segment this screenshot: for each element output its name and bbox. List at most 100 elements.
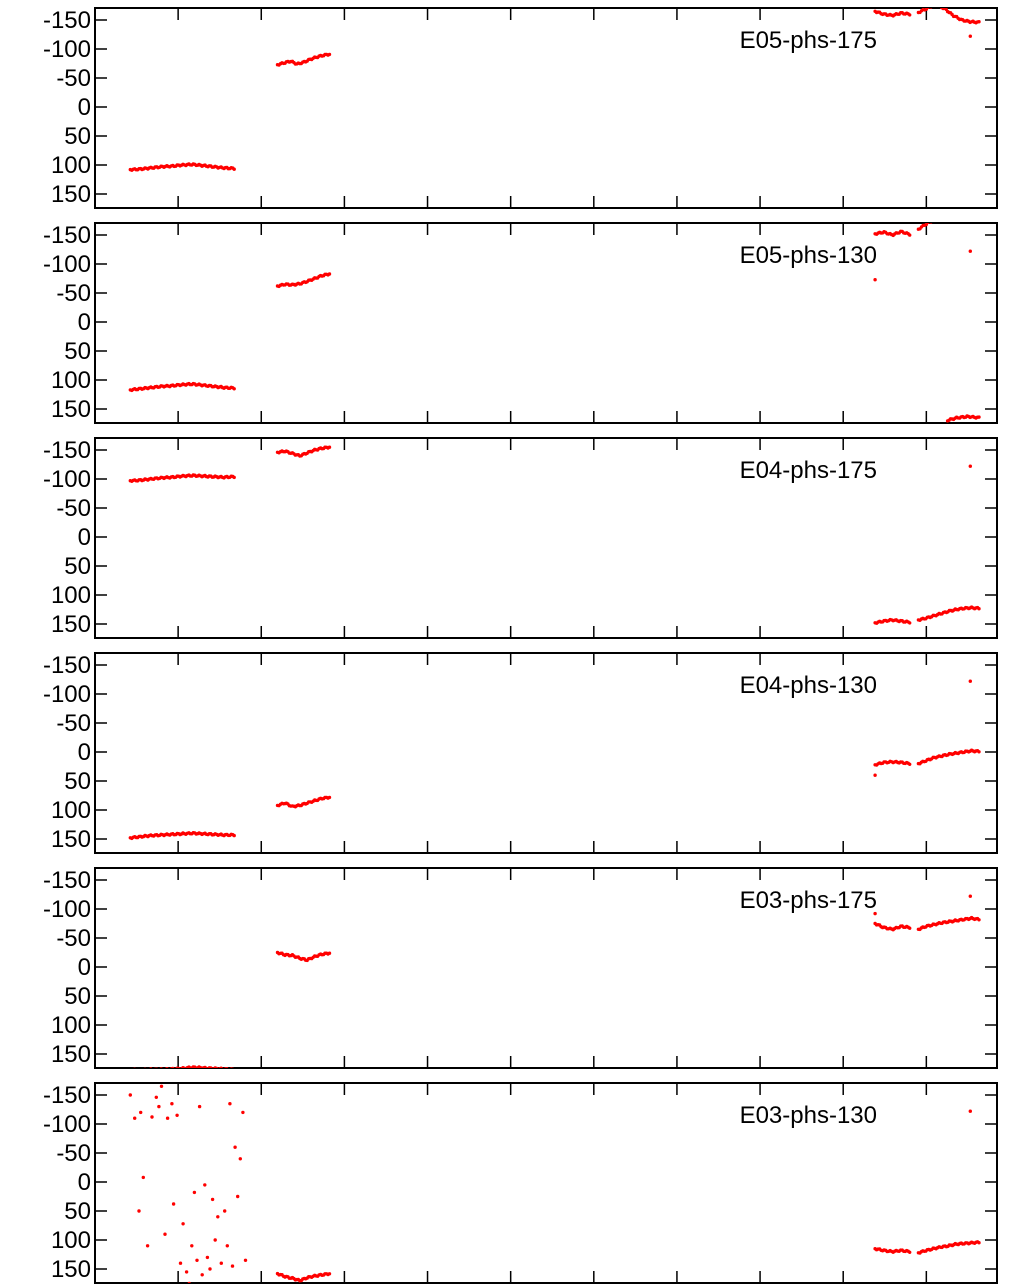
data-point — [327, 951, 332, 955]
data-point — [977, 607, 981, 611]
data-point — [327, 52, 332, 57]
data-point — [162, 1069, 165, 1072]
data-point — [968, 249, 972, 253]
y-tick-label: 150 — [51, 611, 91, 638]
y-tick-label: -150 — [43, 222, 91, 249]
plot-frame — [94, 222, 998, 424]
legend-label: E03-phs-130 — [740, 1102, 877, 1129]
plot-frame — [94, 7, 998, 209]
y-tick-label: -50 — [56, 495, 91, 522]
data-point — [968, 679, 972, 683]
data-point — [977, 1241, 981, 1245]
data-point — [215, 1066, 219, 1068]
data-point — [232, 387, 236, 391]
y-tick-label: -100 — [43, 466, 91, 493]
data-point — [142, 1069, 145, 1072]
data-point — [231, 1067, 234, 1068]
data-point — [176, 1066, 181, 1068]
data-point — [159, 1084, 164, 1089]
y-tick-label: 150 — [51, 1041, 91, 1068]
data-point — [219, 1261, 223, 1265]
data-point — [140, 1069, 143, 1072]
data-point — [161, 1067, 164, 1068]
data-point — [929, 223, 933, 224]
series-points — [128, 1084, 981, 1283]
data-point — [165, 1116, 170, 1120]
data-point — [150, 1115, 154, 1119]
data-point — [232, 167, 236, 171]
data-point — [977, 918, 981, 922]
plot-frame — [94, 867, 998, 1069]
data-point — [908, 926, 912, 930]
data-point — [968, 464, 972, 468]
legend: E03-phs-130 — [740, 1102, 877, 1129]
data-point — [213, 1238, 217, 1242]
data-point — [171, 1066, 175, 1068]
data-point — [128, 1093, 132, 1097]
x-ticks — [177, 868, 928, 1068]
legend-label: E04-phs-130 — [740, 672, 877, 699]
data-point — [932, 217, 935, 220]
data-point — [233, 1145, 237, 1149]
y-tick-label: 100 — [51, 1012, 91, 1039]
x-ticks — [177, 653, 928, 853]
y-tick-label: -50 — [56, 1140, 91, 1167]
y-tick-label: 150 — [51, 826, 91, 853]
y-tick-label: -100 — [43, 251, 91, 278]
data-point — [152, 1069, 155, 1072]
y-tick-label: 150 — [51, 1256, 91, 1283]
legend-label: E04-phs-175 — [740, 457, 877, 484]
data-point — [232, 833, 236, 838]
series-points — [128, 445, 981, 625]
data-point — [873, 773, 877, 777]
data-point — [968, 1109, 972, 1113]
data-point — [197, 1104, 202, 1109]
data-point — [221, 1067, 224, 1068]
data-point — [170, 1102, 174, 1106]
data-point — [155, 1067, 158, 1068]
y-tick-label: -100 — [43, 896, 91, 923]
y-tick-label: -100 — [43, 681, 91, 708]
data-point — [932, 2, 935, 5]
plot-frame — [94, 437, 998, 639]
data-point — [156, 1069, 159, 1072]
y-tick-label: 50 — [64, 123, 91, 150]
y-tick-label: 100 — [51, 582, 91, 609]
data-point — [184, 1270, 189, 1274]
y-tick-label: 50 — [64, 768, 91, 795]
y-tick-label: -100 — [43, 1111, 91, 1138]
x-ticks — [177, 1083, 928, 1283]
data-point — [977, 20, 981, 24]
data-point — [149, 1067, 153, 1068]
data-point — [205, 1255, 210, 1260]
y-tick-label: 0 — [78, 1169, 91, 1196]
series-points — [128, 679, 981, 841]
data-point — [137, 1209, 141, 1213]
data-point — [968, 34, 972, 38]
y-tick-label: 0 — [78, 309, 91, 336]
data-point — [200, 1273, 204, 1277]
data-point — [203, 1183, 207, 1187]
y-tick-label: 0 — [78, 94, 91, 121]
data-point — [178, 1261, 183, 1265]
series-points — [128, 217, 981, 423]
legend: E04-phs-130 — [740, 672, 877, 699]
y-tick-label: 50 — [64, 1198, 91, 1225]
data-point — [243, 1258, 248, 1263]
y-tick-label: -150 — [43, 1082, 91, 1109]
data-point — [908, 621, 912, 625]
data-point — [934, 217, 937, 220]
data-point — [942, 218, 945, 221]
data-point — [225, 1244, 229, 1248]
data-point — [929, 8, 933, 9]
